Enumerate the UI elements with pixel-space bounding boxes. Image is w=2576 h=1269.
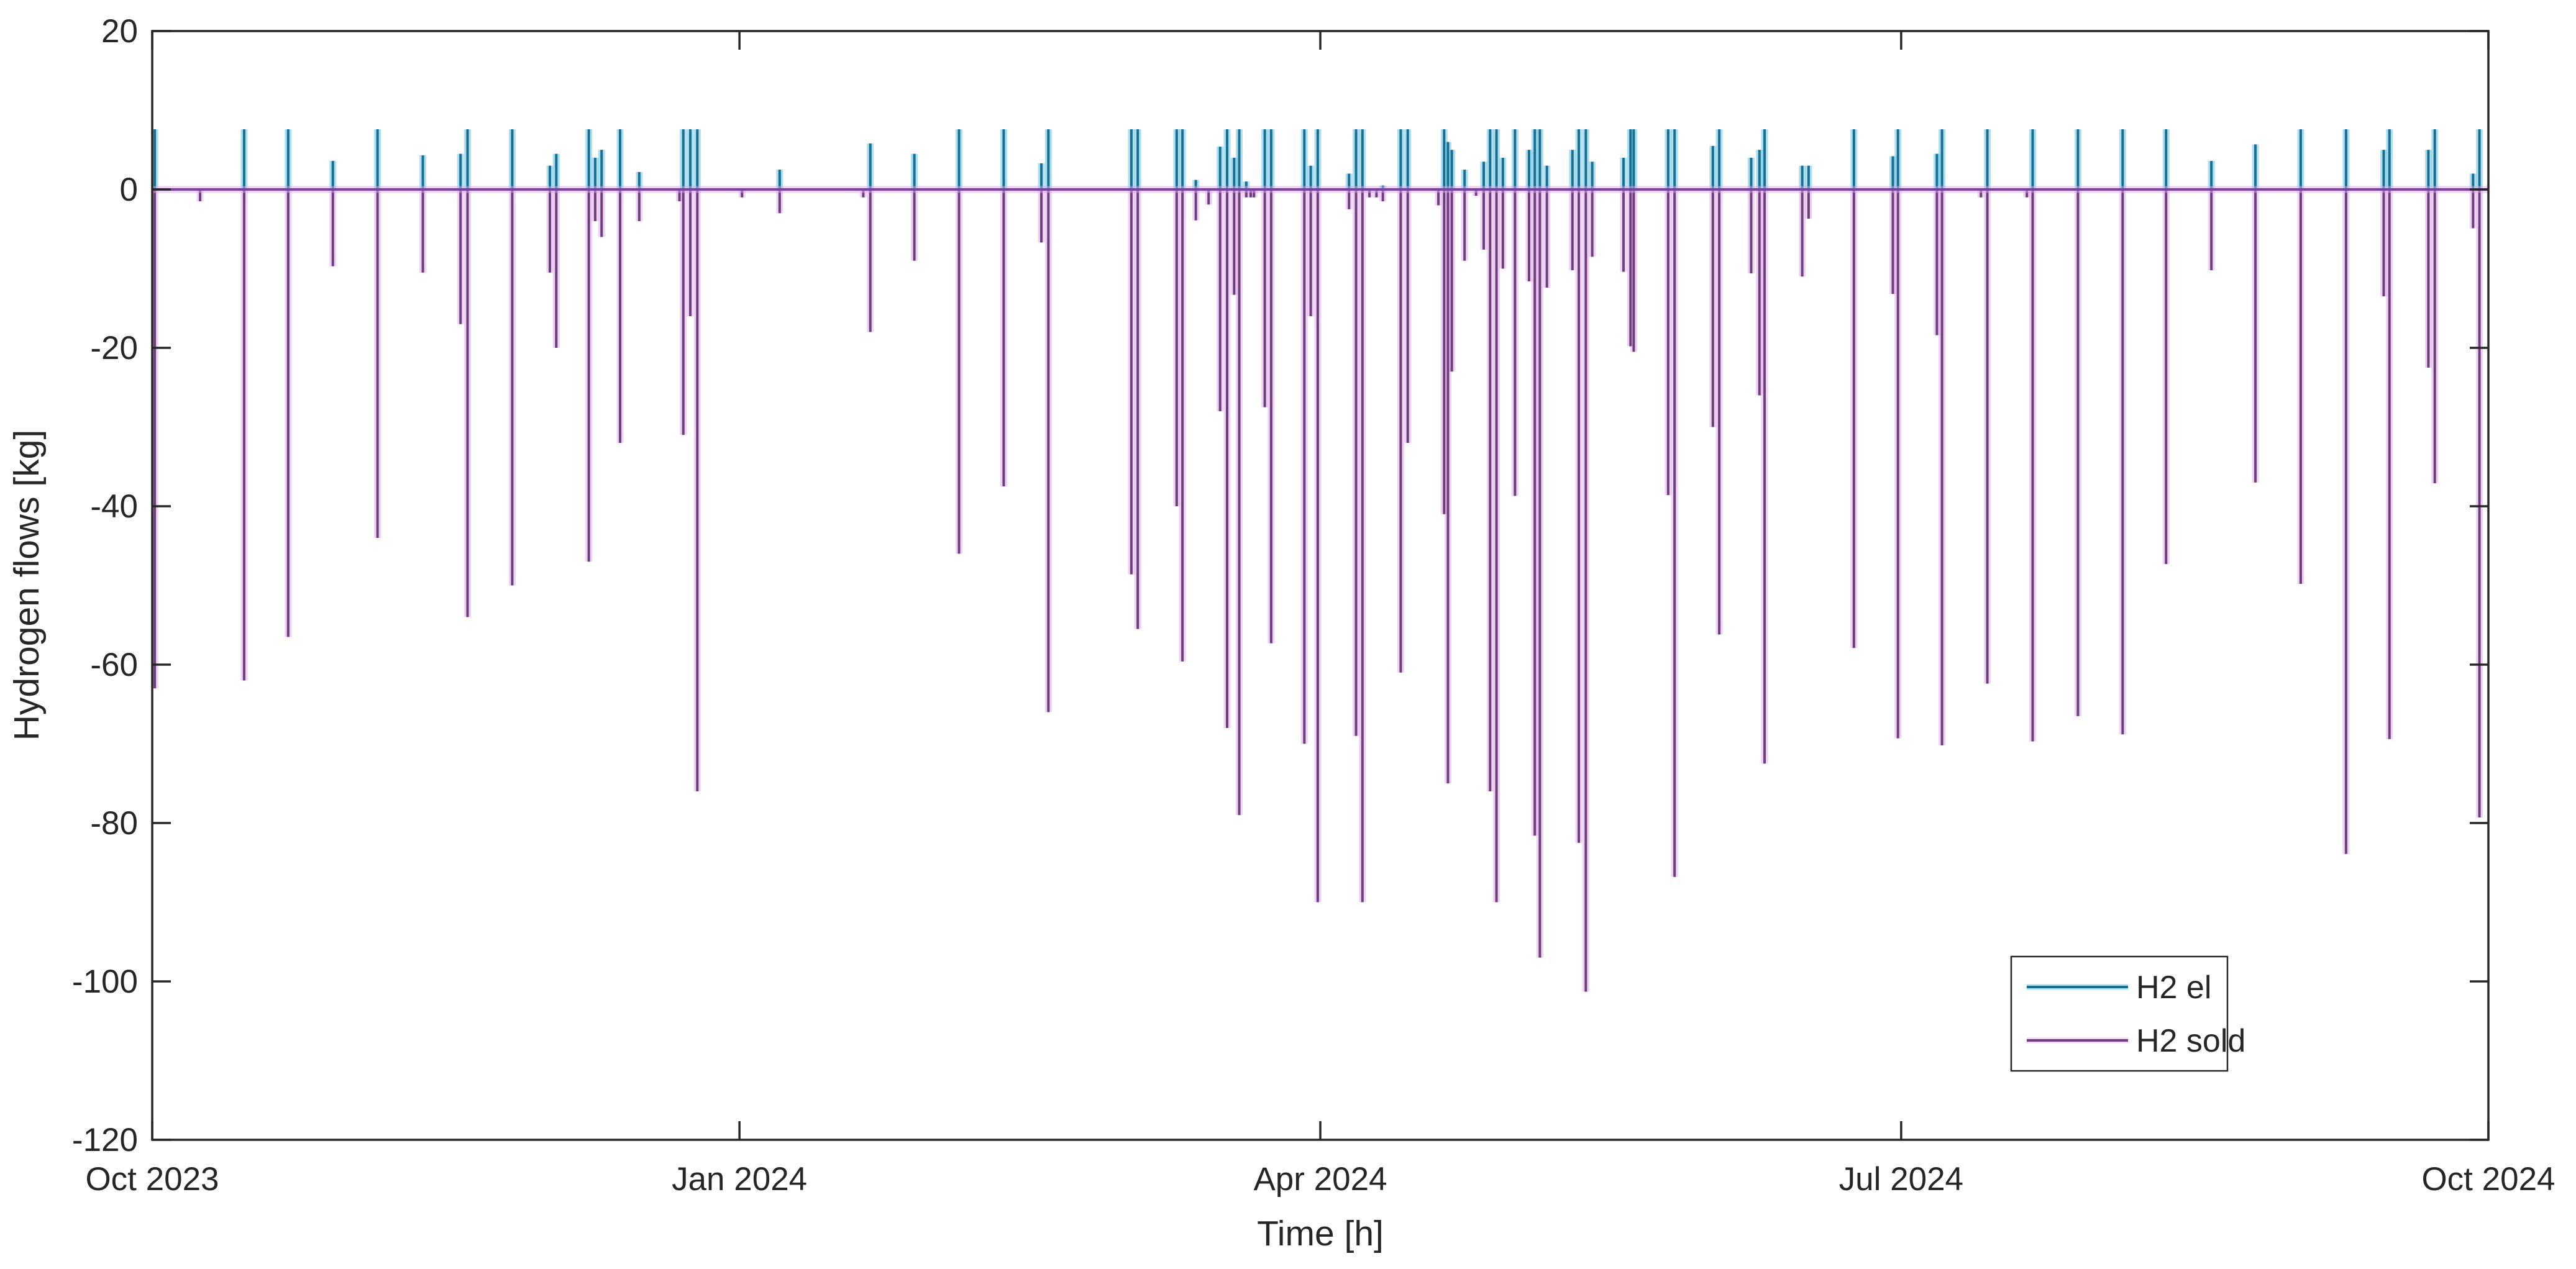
svg-text:20: 20 bbox=[101, 13, 138, 50]
svg-text:Jan 2024: Jan 2024 bbox=[672, 1161, 807, 1198]
plot-border bbox=[151, 30, 2490, 1141]
svg-text:-120: -120 bbox=[72, 1122, 138, 1158]
svg-text:-60: -60 bbox=[90, 647, 138, 683]
svg-text:Oct 2023: Oct 2023 bbox=[85, 1161, 219, 1198]
x-axis-label: Time [h] bbox=[1257, 1214, 1384, 1253]
legend-label-h2-sold: H2 sold bbox=[2136, 1023, 2245, 1059]
y-axis-label: Hydrogen flows [kg] bbox=[7, 430, 47, 741]
svg-text:Apr 2024: Apr 2024 bbox=[1253, 1161, 1387, 1198]
axis-tick-labels: Oct 2023 Jan 2024 Apr 2024 Jul 2024 Oct 2024… bbox=[72, 13, 2555, 1198]
legend-label-h2-el: H2 el bbox=[2136, 970, 2211, 1006]
svg-text:-100: -100 bbox=[72, 963, 138, 1000]
series-h2-el bbox=[151, 129, 2483, 189]
svg-text:-80: -80 bbox=[90, 805, 138, 842]
series-h2-sold bbox=[151, 186, 2488, 992]
svg-text:Jul 2024: Jul 2024 bbox=[1839, 1161, 1963, 1198]
svg-text:Oct 2024: Oct 2024 bbox=[2421, 1161, 2555, 1198]
svg-text:-40: -40 bbox=[90, 488, 138, 525]
svg-text:0: 0 bbox=[120, 171, 138, 208]
svg-text:-20: -20 bbox=[90, 330, 138, 366]
legend-box bbox=[2010, 955, 2229, 1072]
legend: H2 el H2 sold bbox=[2010, 955, 2245, 1072]
